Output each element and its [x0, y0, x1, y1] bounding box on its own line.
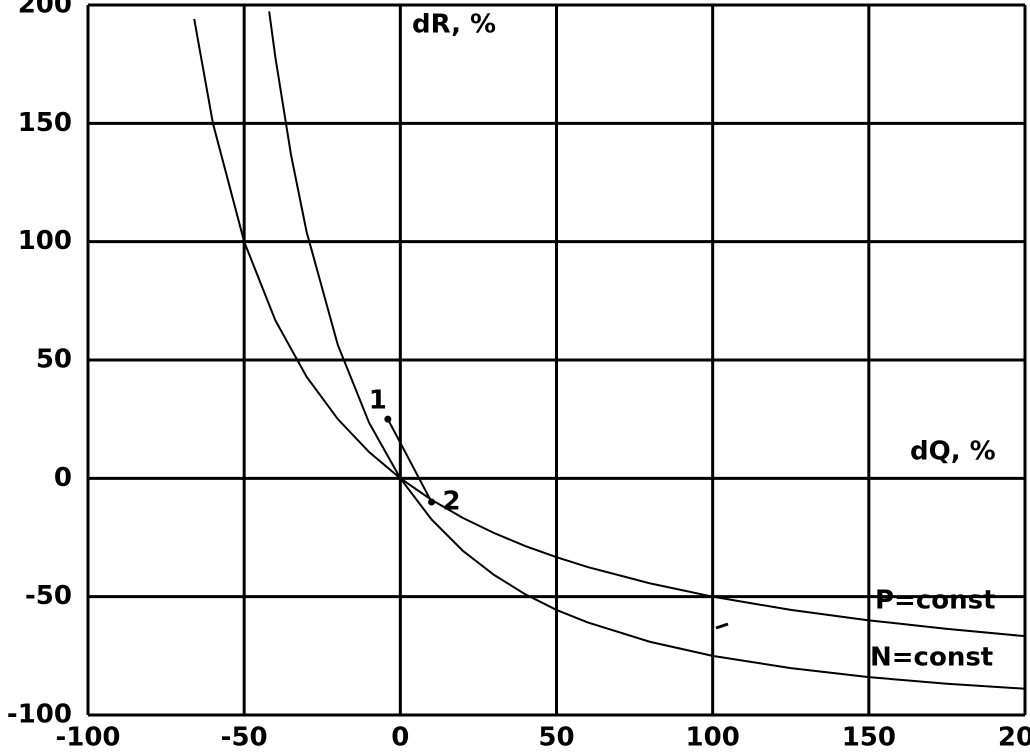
y-tick-label: 150: [18, 108, 72, 138]
arrow: [715, 622, 729, 630]
y-tick-label: 50: [36, 345, 72, 375]
y-tick-label: -100: [7, 700, 72, 730]
x-tick-label: 150: [842, 723, 896, 752]
x-tick-label: -100: [55, 723, 120, 752]
series-label: P=const: [875, 586, 996, 616]
x-tick-label: 200: [998, 723, 1030, 752]
y-tick-label: -50: [25, 581, 72, 611]
point-label: 2: [443, 487, 461, 517]
point-label: 1: [369, 386, 387, 416]
y-tick-label: 200: [18, 0, 72, 20]
curve: [193, 18, 1025, 638]
x-tick-label: -50: [221, 723, 268, 752]
series-label: N=const: [870, 643, 993, 673]
point: [384, 415, 392, 423]
x-tick-label: 0: [391, 723, 409, 752]
y-tick-label: 0: [54, 463, 72, 493]
y-tick-label: 100: [18, 226, 72, 256]
x-tick-label: 100: [686, 723, 740, 752]
point: [428, 498, 436, 506]
x-axis-label: dQ, %: [910, 437, 996, 467]
y-axis-label: dR, %: [412, 10, 496, 40]
point-link: [386, 418, 433, 503]
curve: [268, 11, 1025, 690]
x-tick-label: 50: [538, 723, 574, 752]
